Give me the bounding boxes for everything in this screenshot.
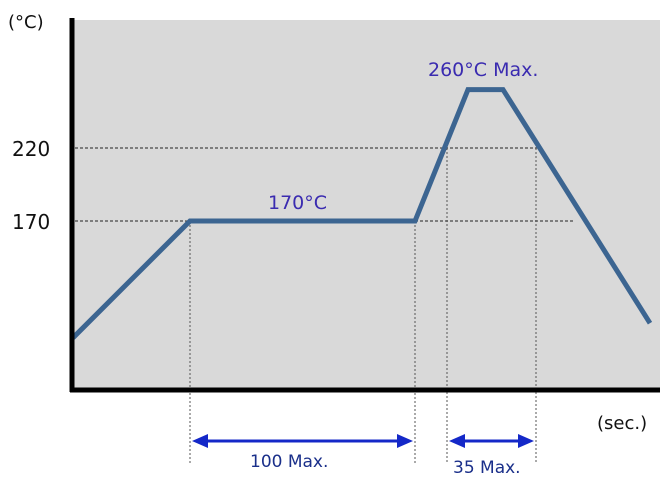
peak-temp-annotation: 260°C Max. <box>428 59 538 81</box>
y-unit-label: (°C) <box>8 12 44 33</box>
preheat-temp-annotation: 170°C <box>268 192 327 214</box>
x-unit-label: (sec.) <box>597 413 647 434</box>
plot-area <box>70 20 660 390</box>
preheat-duration-label: 100 Max. <box>250 452 328 472</box>
ytick-label-170: 170 <box>12 210 50 234</box>
above220-duration-arrow <box>449 434 534 448</box>
ytick-label-220: 220 <box>12 137 50 161</box>
above220-duration-label: 35 Max. <box>453 458 521 477</box>
preheat-duration-arrow <box>192 434 413 448</box>
